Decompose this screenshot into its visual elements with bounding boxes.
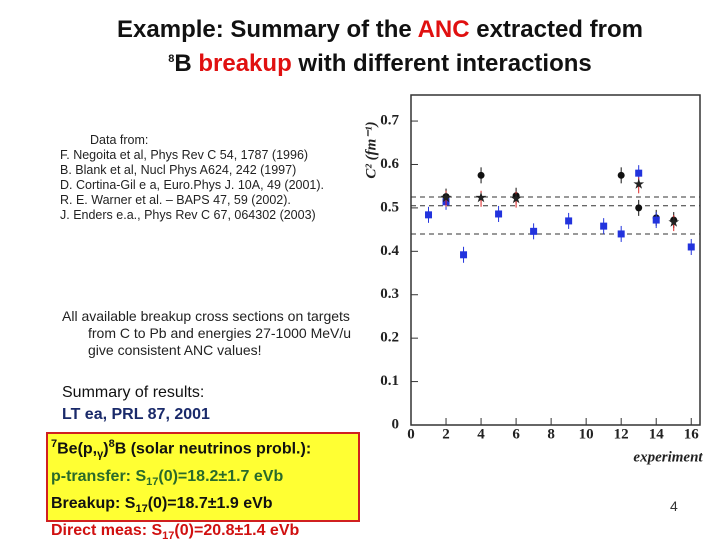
data-point <box>635 204 643 212</box>
text-part: p-transfer: S <box>51 467 147 485</box>
y-tick-label: 0.2 <box>380 330 399 346</box>
data-point <box>425 211 433 219</box>
box-line: p-transfer: S17(0)=18.2±1.7 eVb <box>51 466 358 493</box>
data-point <box>687 243 695 251</box>
data-point <box>530 227 538 235</box>
data-point <box>652 216 660 224</box>
text-part: Breakup: S <box>51 494 136 512</box>
text-part: ANC <box>417 16 470 43</box>
data-point: ★ <box>511 191 522 205</box>
sources: Data from: F. Negoita et al, Phys Rev C 5… <box>60 133 360 223</box>
text-part: 8 <box>168 53 175 65</box>
data-point: ★ <box>441 191 452 205</box>
x-tick-label: 8 <box>547 426 555 442</box>
plot-frame <box>410 94 701 426</box>
text-part: (0)=18.7±1.9 eVb <box>147 494 273 512</box>
text-part: (0)=20.8±1.4 eVb <box>174 521 300 539</box>
y-tick-label: 0.6 <box>380 156 399 172</box>
box-line: Direct meas: S17(0)=20.8±1.4 eVb <box>51 520 358 547</box>
text-part: breakup <box>198 50 292 77</box>
data-point <box>477 171 485 179</box>
text-part: 8 <box>108 438 115 450</box>
text-part: F. Negoita et al, Phys Rev C 54, 1787 (1… <box>60 148 309 162</box>
y-tick-label: 0 <box>392 416 400 432</box>
data-point <box>600 222 608 230</box>
text-part: 17 <box>146 475 159 488</box>
title-line: 8B breakup with different interactions <box>0 50 720 78</box>
x-axis-label: experiment <box>633 449 703 465</box>
data-point <box>565 217 573 225</box>
data-point <box>460 251 468 259</box>
x-tick-label: 4 <box>477 426 485 442</box>
x-tick-label: 12 <box>614 426 629 442</box>
text-part: J. Enders e.a., Phys Rev C 67, 064302 (2… <box>60 208 316 222</box>
text-part: B. Blank et al, Nucl Phys A624, 242 (199… <box>60 163 297 177</box>
data-point <box>635 169 643 177</box>
y-tick-label: 0.1 <box>380 373 399 389</box>
box-line: Breakup: S17(0)=18.7±1.9 eVb <box>51 493 358 520</box>
text-part: B <box>174 50 199 77</box>
text-part: ) <box>103 440 109 458</box>
text-part: B (solar neutrinos probl.): <box>114 440 312 458</box>
summary: Summary of results: LT ea, PRL 87, 2001 <box>62 382 210 426</box>
data-point <box>617 230 625 238</box>
data-point: ★ <box>476 191 487 205</box>
text-part: 7 <box>51 438 58 450</box>
summary-ref: LT ea, PRL 87, 2001 <box>62 406 210 423</box>
y-tick-label: 0.4 <box>380 243 399 259</box>
text-part: D. Cortina-Gil e a, Euro.Phys J. 10A, 49… <box>60 178 325 192</box>
title-line: Example: Summary of the ANC extracted fr… <box>0 16 720 44</box>
text-part: with different interactions <box>291 50 592 77</box>
text-part: R. E. Warner et al. – BAPS 47, 59 (2002)… <box>60 193 291 207</box>
data-point: ★ <box>633 177 644 191</box>
x-tick-label: 14 <box>649 426 665 442</box>
text-part: Example: Summary of the <box>117 16 418 43</box>
note: All available breakup cross sections on … <box>62 308 352 358</box>
text-part: γ <box>97 448 104 461</box>
text-part: 17 <box>162 530 175 543</box>
x-tick-label: 0 <box>407 426 415 442</box>
summary-heading: Summary of results: <box>62 384 205 401</box>
text-part: (0)=18.2±1.7 eVb <box>158 467 284 485</box>
sources-heading: Data from: <box>90 133 149 147</box>
x-tick-label: 16 <box>684 426 700 442</box>
x-tick-label: 2 <box>442 426 450 442</box>
y-tick-label: 0.3 <box>380 286 399 302</box>
text-part: 17 <box>135 502 148 515</box>
y-tick-label: 0.7 <box>380 112 399 128</box>
y-axis-label: C² (fm⁻¹) <box>363 121 379 178</box>
text-part: extracted from <box>469 16 643 43</box>
data-point: ★ <box>668 215 679 229</box>
data-point <box>617 171 625 179</box>
result-box: 7Be(p,γ)8B (solar neutrinos probl.): p-tr… <box>46 432 360 542</box>
page-number: 4 <box>670 498 678 514</box>
text-part: Be(p, <box>57 440 98 458</box>
text-part: Direct meas: S <box>51 521 163 539</box>
box-line: 7Be(p,γ)8B (solar neutrinos probl.): <box>51 434 358 466</box>
x-tick-label: 10 <box>579 426 594 442</box>
x-tick-label: 6 <box>512 426 520 442</box>
data-point <box>495 210 503 218</box>
y-tick-label: 0.5 <box>380 199 399 215</box>
